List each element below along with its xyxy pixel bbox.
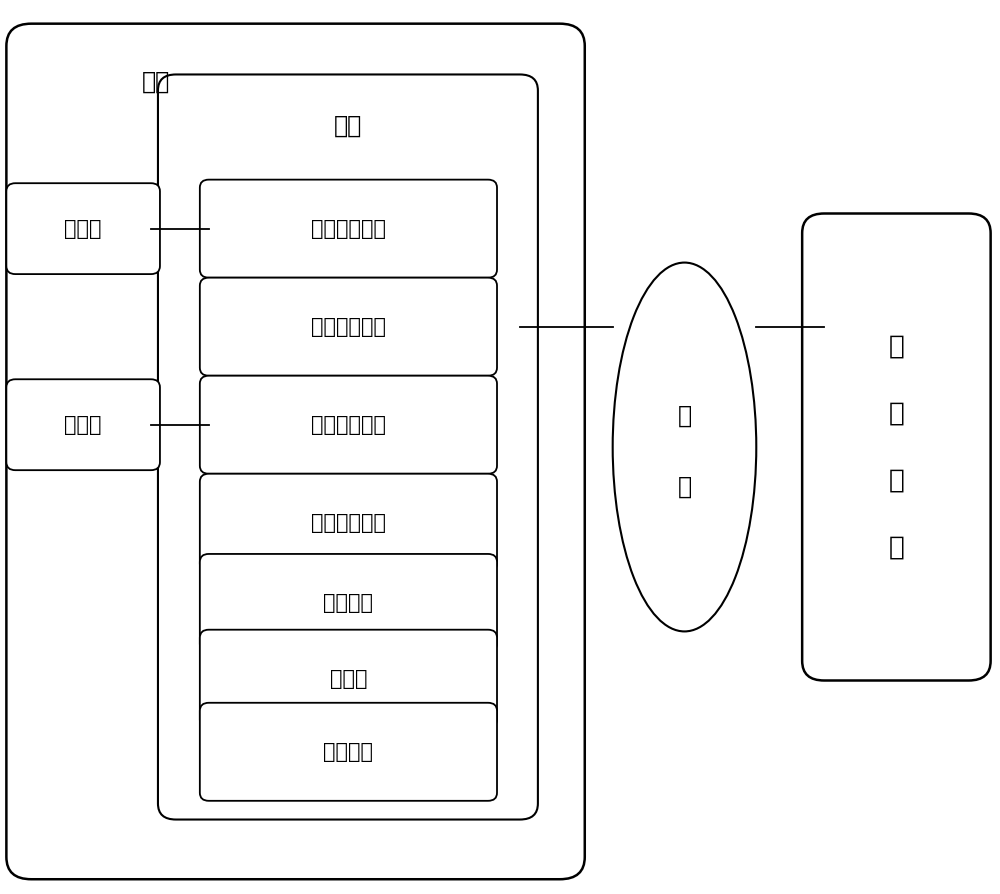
Text: 云: 云 bbox=[888, 333, 904, 359]
FancyBboxPatch shape bbox=[802, 214, 991, 680]
FancyBboxPatch shape bbox=[200, 474, 497, 572]
Text: 主板: 主板 bbox=[334, 114, 363, 139]
FancyBboxPatch shape bbox=[200, 375, 497, 474]
Ellipse shape bbox=[613, 263, 756, 631]
FancyBboxPatch shape bbox=[6, 183, 160, 274]
FancyBboxPatch shape bbox=[200, 278, 497, 375]
Text: 器: 器 bbox=[888, 535, 904, 561]
FancyBboxPatch shape bbox=[200, 703, 497, 801]
Text: 人脸识别模块: 人脸识别模块 bbox=[311, 415, 386, 434]
Text: 信息录入模块: 信息录入模块 bbox=[311, 513, 386, 533]
FancyBboxPatch shape bbox=[6, 23, 585, 879]
Text: 网: 网 bbox=[677, 404, 692, 428]
Text: 服: 服 bbox=[888, 401, 904, 426]
FancyBboxPatch shape bbox=[6, 379, 160, 470]
Text: 摄像头: 摄像头 bbox=[64, 415, 102, 434]
Text: 体温读取模块: 体温读取模块 bbox=[311, 219, 386, 239]
FancyBboxPatch shape bbox=[200, 629, 497, 728]
Text: 比对模块: 比对模块 bbox=[323, 593, 373, 613]
Text: 络: 络 bbox=[677, 475, 692, 499]
FancyBboxPatch shape bbox=[200, 180, 497, 278]
FancyBboxPatch shape bbox=[200, 554, 497, 652]
Text: 务: 务 bbox=[888, 468, 904, 493]
Text: 测温仳: 测温仳 bbox=[64, 219, 102, 239]
Text: 手机: 手机 bbox=[142, 70, 170, 94]
Text: 传输模块: 传输模块 bbox=[323, 742, 373, 762]
Text: 信息绑定模块: 信息绑定模块 bbox=[311, 316, 386, 337]
Text: 存储器: 存储器 bbox=[330, 669, 367, 688]
FancyBboxPatch shape bbox=[158, 74, 538, 820]
